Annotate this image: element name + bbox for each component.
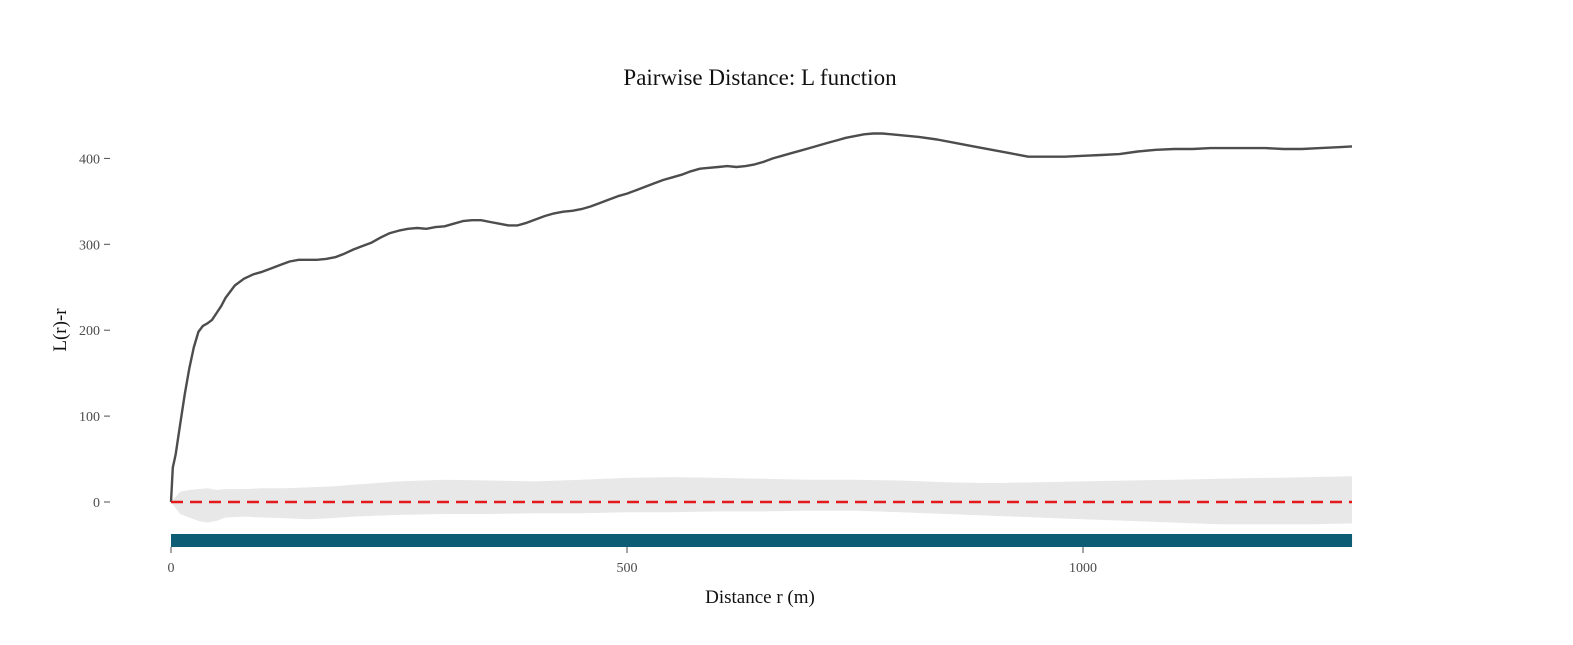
x-axis-label: Distance r (m) [705,587,815,608]
y-tick-label: 300 [79,238,100,253]
y-axis-label: L(r)-r [50,308,71,352]
y-tick-label: 100 [79,410,100,425]
plot-area [169,132,1353,547]
y-tick-label: 200 [79,324,100,339]
distance-rug [171,534,1353,547]
axes: 0 100 200 300 400 0 500 1000 [79,152,1097,576]
chart-title: Pairwise Distance: L function [623,65,897,90]
x-tick-label: 1000 [1069,561,1097,576]
observed-line [169,132,1353,503]
x-tick-label: 500 [617,561,638,576]
x-tick-label: 0 [168,561,175,576]
y-tick-label: 0 [93,496,100,511]
y-tick-label: 400 [79,152,100,167]
confidence-envelope [171,476,1352,525]
